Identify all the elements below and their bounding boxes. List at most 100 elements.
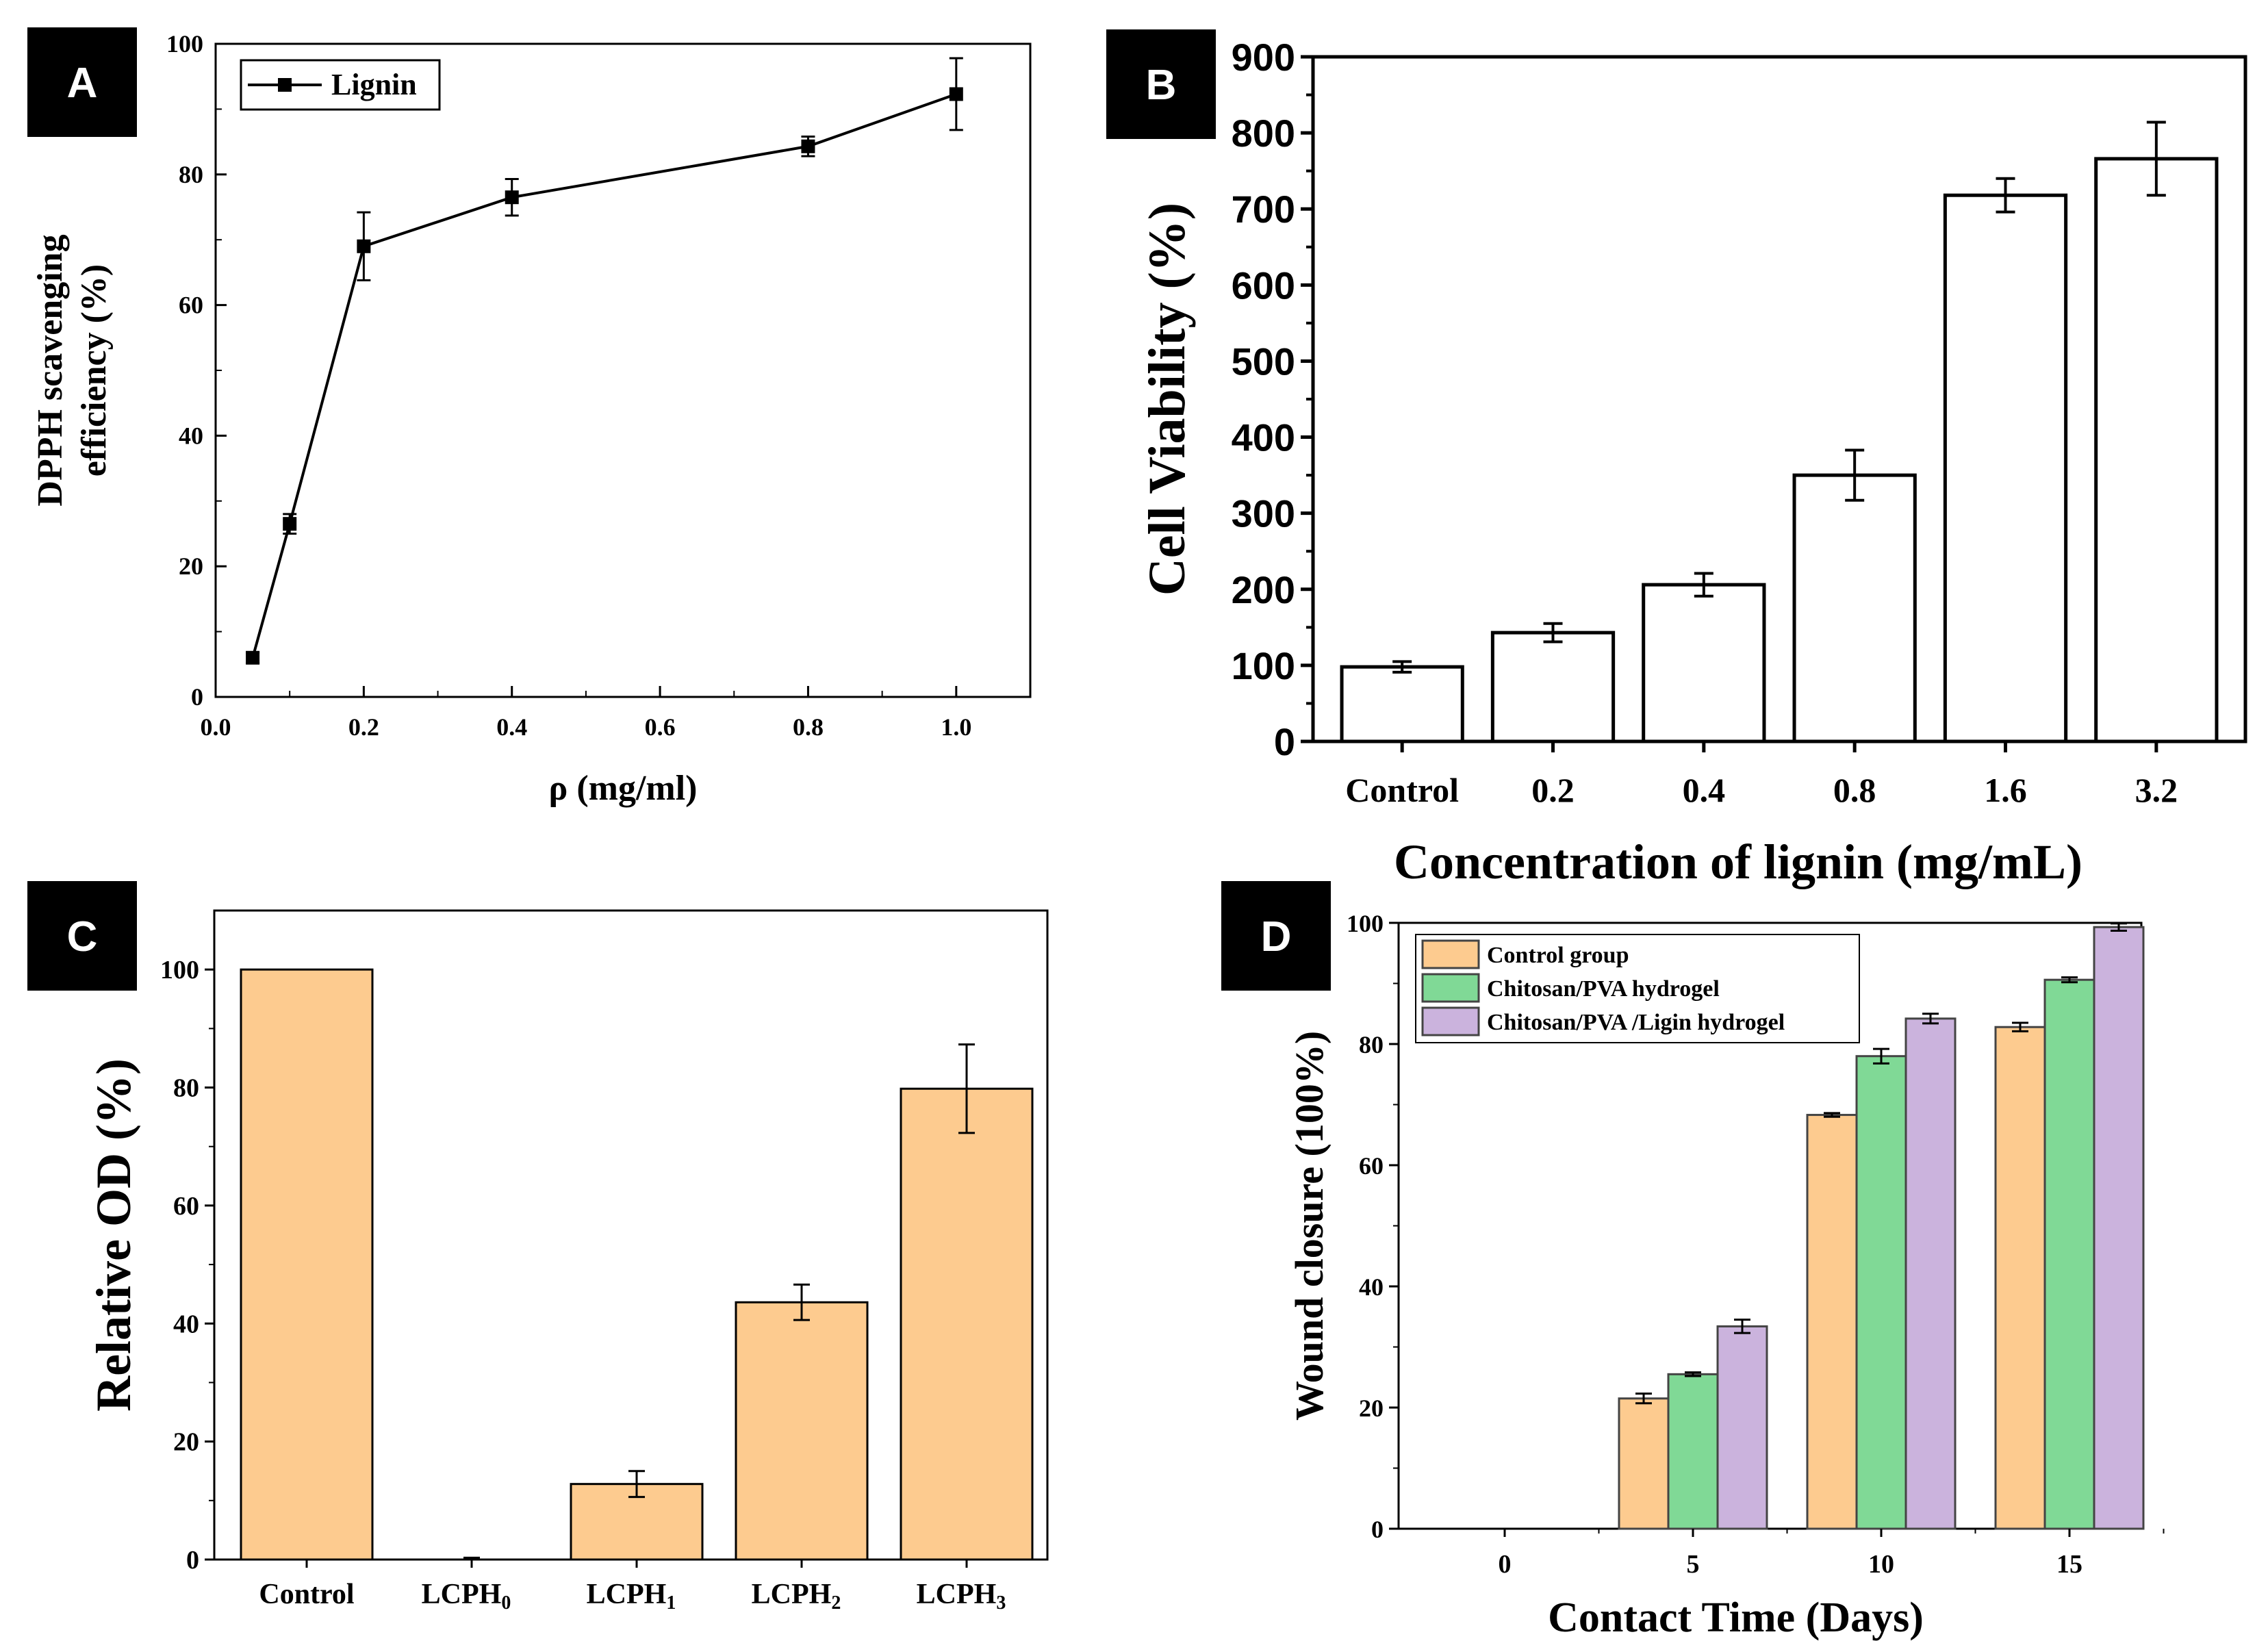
y-tick-label-a: 60 (179, 292, 203, 319)
x-tick-label-c-base: LCPH1 (587, 1579, 676, 1614)
panel-label-bg (1106, 29, 1216, 139)
bar-d-series-1 (1855, 1055, 1907, 1530)
error-bar-b (1694, 572, 1713, 598)
y-tick-label-c: 80 (173, 1074, 199, 1103)
panel-label-text: B (1146, 62, 1177, 109)
y-axis-label-a: DPPH scavenging efficiency (%) (31, 234, 114, 506)
x-tick-label-c: LCPH1 (587, 1579, 676, 1614)
data-point-a (246, 650, 260, 665)
error-bar-d (2111, 922, 2127, 932)
y-tick-label-b: 400 (1232, 416, 1295, 459)
error-bar-d (1635, 1392, 1652, 1405)
legend-label-1: Chitosan/PVA hydrogel (1487, 976, 1720, 1002)
panel-label-a: A (27, 27, 137, 137)
error-bar-d (1685, 1371, 1701, 1377)
y-tick-label-d: 40 (1359, 1273, 1384, 1301)
panel-label-text: A (67, 60, 98, 107)
x-tick-label-a: 0.2 (348, 713, 379, 741)
y-tick-label-a: 80 (179, 161, 203, 188)
x-tick-label-c: Control (259, 1579, 354, 1610)
error-bar-c (793, 1283, 810, 1321)
x-tick-label-c-base: Control (259, 1579, 354, 1610)
bar-d-series-1 (2043, 978, 2095, 1530)
x-tick-label-c: LCPH2 (752, 1579, 841, 1614)
bar-d-series-2 (2093, 926, 2145, 1530)
y-tick-label-b: 800 (1232, 112, 1295, 155)
error-bar-b (1996, 177, 2015, 214)
error-bar-c (958, 1043, 975, 1134)
legend-d: Control group Chitosan/PVA hydrogel Chitos… (1415, 934, 1860, 1043)
chart-d: 0 20 40 60 80 100 0 5 10 15 Contact Time (Days) Wou… (1287, 910, 2165, 1641)
y-axis-label-c: Relative OD (%) (86, 1058, 141, 1412)
legend-box (1415, 934, 1860, 1043)
x-tick-label-a: 0.6 (645, 713, 676, 741)
error-bar-d (1824, 1112, 1840, 1118)
bar-b (2094, 157, 2219, 743)
error-bar-d (1734, 1319, 1750, 1334)
x-tick-label-c: LCPH3 (917, 1579, 1006, 1614)
x-tick-label-c-sub: 3 (996, 1592, 1006, 1614)
series-line-lignin (251, 92, 957, 659)
legend-label-lignin: Lignin (331, 68, 417, 101)
y-tick-label-b: 100 (1232, 644, 1295, 687)
error-bar-b (2146, 120, 2166, 197)
x-tick-label-a: 1.0 (941, 713, 971, 741)
x-tick-label-d: 15 (2056, 1550, 2082, 1579)
y-tick-label-b: 200 (1232, 568, 1295, 611)
plot-frame (214, 42, 1032, 698)
error-bar-b (1543, 622, 1563, 644)
x-tick-label-d: 0 (1499, 1550, 1512, 1579)
y-tick-label-c: 60 (173, 1192, 199, 1221)
error-bar-b (1392, 660, 1412, 674)
x-tick-label-c-base: LCPH2 (752, 1579, 841, 1614)
panel-label-text: C (67, 913, 98, 961)
y-tick-label-d: 0 (1371, 1516, 1384, 1543)
legend-box (240, 59, 441, 111)
x-tick-label-b: Control (1345, 771, 1459, 809)
x-tick-label-b: 0.2 (1531, 771, 1575, 809)
data-point-a (801, 139, 815, 153)
x-tick-label-a: 0.0 (201, 713, 231, 741)
x-tick-label-c-sub: 2 (831, 1592, 841, 1614)
error-bar-d (1873, 1047, 1889, 1065)
y-tick-label-b: 600 (1232, 264, 1295, 307)
y-tick-label-a: 40 (179, 422, 203, 449)
data-point-a (949, 87, 963, 101)
bar-d-series-2 (1716, 1325, 1768, 1530)
y-tick-label-d: 80 (1359, 1031, 1384, 1058)
bar-c (735, 1301, 869, 1561)
y-tick-label-b: 700 (1232, 188, 1295, 231)
data-point-a (505, 190, 519, 205)
x-tick-label-c-base: LCPH0 (422, 1579, 511, 1614)
y-tick-label-a: 20 (179, 552, 203, 580)
x-tick-label-b: 0.8 (1833, 771, 1876, 809)
panel-label-bg (1221, 881, 1331, 991)
legend-a: Lignin (240, 59, 441, 111)
legend-swatch-2 (1421, 1006, 1480, 1036)
y-tick-label-b: 900 (1232, 36, 1295, 79)
y-tick-label-c: 40 (173, 1310, 199, 1338)
x-tick-label-d: 5 (1687, 1550, 1700, 1579)
y-tick-label-a: 100 (166, 30, 203, 58)
y-axis-label-b: Cell Viability (%) (1138, 203, 1196, 596)
x-tick-label-b: 3.2 (2135, 771, 2178, 809)
data-point-a (357, 239, 371, 253)
x-tick-label-a: 0.4 (496, 713, 527, 741)
y-tick-label-c: 0 (186, 1546, 199, 1575)
error-bar-c (628, 1470, 645, 1499)
x-tick-label-a: 0.8 (793, 713, 824, 741)
panel-label-b: B (1106, 29, 1216, 139)
bar-b (1642, 583, 1766, 743)
y-axis-label-a-line1: DPPH scavenging (31, 234, 70, 506)
panel-label-c: C (27, 881, 137, 991)
y-tick-label-d: 20 (1359, 1395, 1384, 1422)
bar-b (1943, 193, 2068, 743)
chart-a: 0 20 40 60 80 100 0.0 0.2 0.4 0.6 0.8 1.0 ρ (mg/ml) D… (31, 30, 1032, 808)
legend-marker (278, 78, 292, 92)
legend-label-2: Chitosan/PVA /Ligin hydrogel (1487, 1010, 1785, 1035)
y-tick-label-d: 100 (1347, 910, 1384, 937)
bar-c (900, 1087, 1034, 1561)
panel-label-text: D (1261, 913, 1292, 961)
